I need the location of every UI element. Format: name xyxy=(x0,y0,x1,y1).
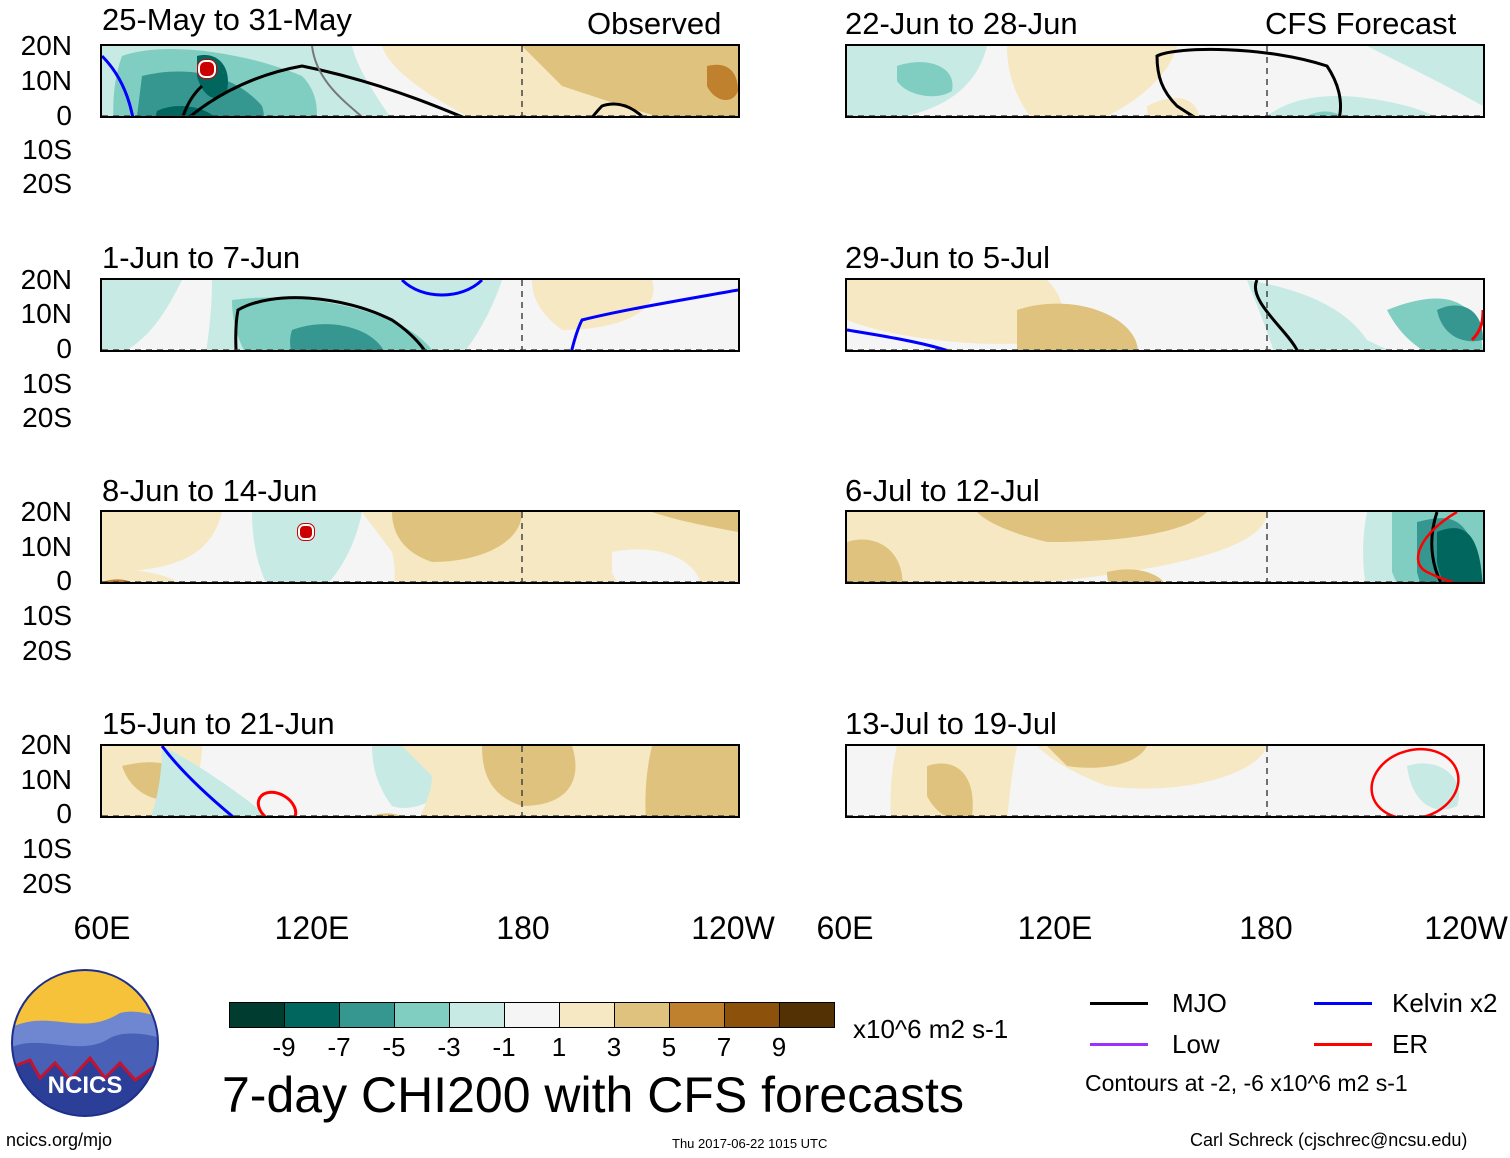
colorbar-swatch xyxy=(395,1003,450,1027)
colorbar-label: 1 xyxy=(551,1032,567,1062)
colorbar-swatch xyxy=(560,1003,615,1027)
colorbar-label: -5 xyxy=(382,1032,406,1062)
timestamp: Thu 2017-06-22 1015 UTC xyxy=(672,1136,828,1151)
lat-label: 0 xyxy=(56,798,72,829)
observed-label: Observed xyxy=(587,6,722,41)
map-field xyxy=(102,280,738,350)
colorbar-label: -3 xyxy=(437,1032,461,1062)
contours-note: Contours at -2, -6 x10^6 m2 s-1 xyxy=(1085,1070,1408,1096)
legend-er-line xyxy=(1314,1043,1372,1046)
colorbar xyxy=(229,1002,835,1028)
map-field xyxy=(847,746,1483,816)
lat-label: 20S xyxy=(22,168,72,199)
colorbar-swatch xyxy=(340,1003,395,1027)
map-field xyxy=(102,512,738,582)
colorbar-label: 7 xyxy=(716,1032,732,1062)
legend-kelvin-label: Kelvin x2 xyxy=(1392,988,1498,1018)
legend-mjo-line xyxy=(1090,1002,1148,1005)
lat-label: 20S xyxy=(22,402,72,433)
panel-title-2: 1-Jun to 7-Jun xyxy=(102,240,301,275)
panel-title-4: 15-Jun to 21-Jun xyxy=(102,706,335,741)
colorbar-units: x10^6 m2 s-1 xyxy=(853,1014,1009,1044)
map-field xyxy=(847,280,1483,350)
lat-label: 0 xyxy=(56,100,72,131)
legend-low-line xyxy=(1090,1043,1148,1046)
figure-title: 7-day CHI200 with CFS forecasts xyxy=(222,1067,964,1123)
map-field xyxy=(847,46,1483,116)
map-field xyxy=(847,512,1483,582)
map-panel-fcst-3 xyxy=(845,510,1485,584)
lat-label: 10S xyxy=(22,600,72,631)
colorbar-swatch xyxy=(285,1003,340,1027)
lat-label: 10S xyxy=(22,833,72,864)
lat-label: 20N xyxy=(20,729,72,760)
lon-label: 120W xyxy=(1424,910,1508,946)
panel-title-3: 8-Jun to 14-Jun xyxy=(102,473,318,508)
lat-label: 20S xyxy=(22,868,72,899)
map-panel-obs-2 xyxy=(100,278,740,352)
lat-label: 10S xyxy=(22,368,72,399)
author-credit: Carl Schreck (cjschrec@ncsu.edu) xyxy=(1190,1130,1468,1150)
lat-label: 20N xyxy=(20,264,72,295)
lon-label: 120W xyxy=(691,910,775,946)
map-field xyxy=(102,746,738,816)
lat-label: 10N xyxy=(20,531,72,562)
colorbar-swatch xyxy=(670,1003,725,1027)
colorbar-label: 3 xyxy=(606,1032,622,1062)
legend-low-label: Low xyxy=(1172,1029,1220,1059)
colorbar-swatch xyxy=(780,1003,834,1027)
colorbar-label: -1 xyxy=(492,1032,516,1062)
colorbar-swatch xyxy=(450,1003,505,1027)
lon-label: 120E xyxy=(1017,910,1093,946)
lat-label: 0 xyxy=(56,565,72,596)
lon-label: 60E xyxy=(73,910,131,946)
lon-label: 120E xyxy=(274,910,350,946)
panel-title-7: 6-Jul to 12-Jul xyxy=(845,473,1040,508)
map-panel-obs-4 xyxy=(100,744,740,818)
panel-title-1: 25-May to 31-May xyxy=(102,2,352,37)
colorbar-swatch xyxy=(615,1003,670,1027)
lat-label: 0 xyxy=(56,333,72,364)
lon-label: 60E xyxy=(816,910,874,946)
colorbar-swatch xyxy=(230,1003,285,1027)
colorbar-label: 5 xyxy=(661,1032,677,1062)
colorbar-swatch xyxy=(505,1003,560,1027)
map-panel-fcst-2 xyxy=(845,278,1485,352)
panel-title-5: 22-Jun to 28-Jun xyxy=(845,6,1078,41)
lat-label: 10N xyxy=(20,298,72,329)
map-field xyxy=(102,46,738,116)
colorbar-label: 9 xyxy=(771,1032,787,1062)
cyclone-icon xyxy=(197,59,217,79)
colorbar-label: -9 xyxy=(272,1032,296,1062)
forecast-label: CFS Forecast xyxy=(1265,6,1457,41)
map-panel-obs-3 xyxy=(100,510,740,584)
panel-title-8: 13-Jul to 19-Jul xyxy=(845,706,1057,741)
ncics-logo: NCICS xyxy=(11,969,159,1117)
panel-title-6: 29-Jun to 5-Jul xyxy=(845,240,1051,275)
lat-label: 20N xyxy=(20,496,72,527)
lat-label: 20N xyxy=(20,30,72,61)
colorbar-swatch xyxy=(725,1003,780,1027)
lon-label: 180 xyxy=(1239,910,1293,946)
cyclone-icon xyxy=(297,523,315,541)
legend-mjo-label: MJO xyxy=(1172,988,1227,1018)
map-panel-fcst-1 xyxy=(845,44,1485,118)
lat-label: 10N xyxy=(20,764,72,795)
map-panel-fcst-4 xyxy=(845,744,1485,818)
site-link[interactable]: ncics.org/mjo xyxy=(6,1130,113,1150)
map-panel-obs-1 xyxy=(100,44,740,118)
lon-label: 180 xyxy=(496,910,550,946)
logo-text: NCICS xyxy=(48,1072,123,1099)
legend-kelvin-line xyxy=(1314,1002,1372,1005)
legend-er-label: ER xyxy=(1392,1029,1429,1059)
lat-label: 10S xyxy=(22,134,72,165)
lat-label: 20S xyxy=(22,635,72,666)
colorbar-label: -7 xyxy=(327,1032,351,1062)
lat-label: 10N xyxy=(20,65,72,96)
